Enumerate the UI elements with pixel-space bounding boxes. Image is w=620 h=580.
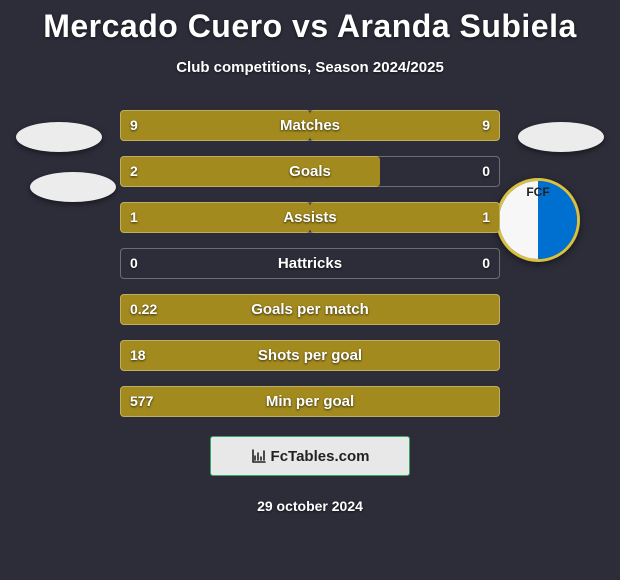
player-placeholder [30, 172, 116, 202]
source-label: FcTables.com [271, 448, 370, 465]
stat-row: 11Assists [120, 202, 500, 233]
stat-row: 00Hattricks [120, 248, 500, 279]
stat-label: Hattricks [120, 248, 500, 279]
stat-row: 20Goals [120, 156, 500, 187]
stat-label: Min per goal [120, 386, 500, 417]
date-label: 29 october 2024 [257, 498, 363, 514]
source-badge: FcTables.com [210, 436, 410, 476]
stat-label: Assists [120, 202, 500, 233]
stat-row: 99Matches [120, 110, 500, 141]
stat-row: 18Shots per goal [120, 340, 500, 371]
comparison-chart: 99Matches 20Goals 11Assists 00Hattricks 0.22… [120, 110, 500, 432]
club-badge: FCF [496, 178, 580, 262]
stat-label: Shots per goal [120, 340, 500, 371]
page-title: Mercado Cuero vs Aranda Subiela [0, 0, 620, 45]
player-placeholder [16, 122, 102, 152]
stat-label: Goals per match [120, 294, 500, 325]
stat-row: 0.22Goals per match [120, 294, 500, 325]
subtitle: Club competitions, Season 2024/2025 [0, 59, 620, 76]
player-placeholder [518, 122, 604, 152]
stat-label: Goals [120, 156, 500, 187]
stat-label: Matches [120, 110, 500, 141]
chart-icon [251, 448, 267, 464]
stat-row: 577Min per goal [120, 386, 500, 417]
club-badge-text: FCF [499, 185, 577, 199]
